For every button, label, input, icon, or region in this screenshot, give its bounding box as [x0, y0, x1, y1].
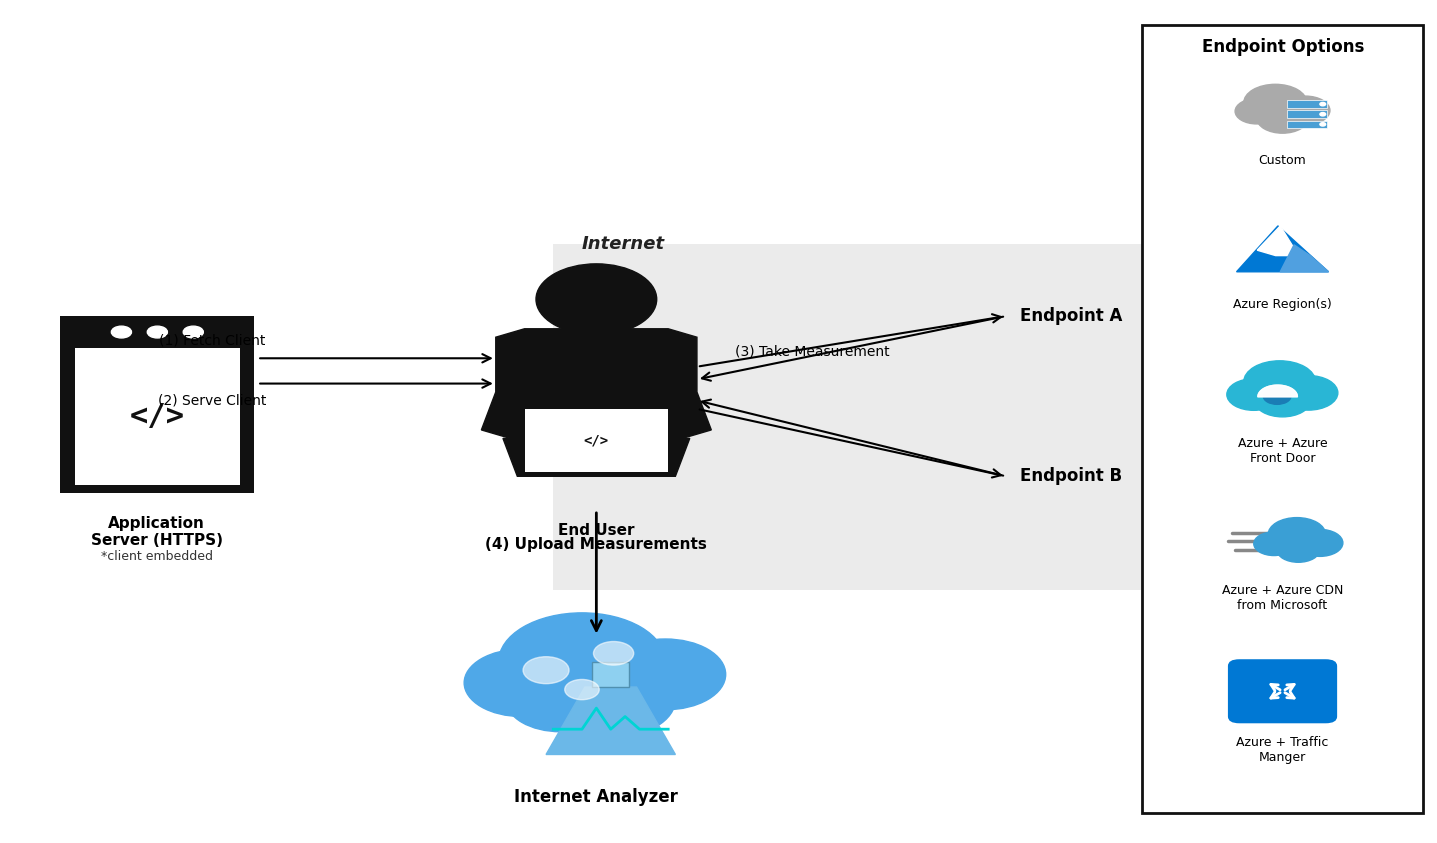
Circle shape: [148, 326, 168, 338]
Circle shape: [1255, 384, 1311, 416]
Text: (1) Fetch Client: (1) Fetch Client: [160, 333, 266, 347]
Circle shape: [1321, 122, 1326, 126]
Circle shape: [184, 326, 204, 338]
Circle shape: [1256, 103, 1309, 133]
Circle shape: [1269, 518, 1326, 551]
Polygon shape: [546, 687, 675, 754]
Circle shape: [1279, 375, 1338, 410]
Text: </>: </>: [129, 402, 185, 431]
Circle shape: [1244, 84, 1308, 121]
Text: Azure + Azure CDN
from Microsoft: Azure + Azure CDN from Microsoft: [1221, 584, 1344, 612]
Circle shape: [1282, 96, 1331, 125]
Circle shape: [506, 668, 615, 732]
Circle shape: [565, 679, 599, 700]
Polygon shape: [1257, 226, 1299, 255]
Polygon shape: [503, 438, 690, 476]
Circle shape: [1244, 361, 1316, 403]
Bar: [75, 348, 240, 485]
Bar: [553, 244, 1186, 590]
Circle shape: [1263, 388, 1290, 405]
FancyBboxPatch shape: [1227, 659, 1338, 723]
Circle shape: [1255, 532, 1295, 556]
Text: Endpoint B: Endpoint B: [1020, 467, 1122, 486]
Bar: [525, 409, 668, 472]
Text: Endpoint Options: Endpoint Options: [1203, 38, 1364, 56]
Circle shape: [1321, 102, 1326, 105]
Bar: [1288, 110, 1328, 118]
Text: Internet: Internet: [582, 235, 665, 253]
Circle shape: [1298, 529, 1344, 556]
Circle shape: [546, 662, 675, 738]
Text: Endpoint A: Endpoint A: [1020, 307, 1122, 325]
Text: (3) Take Measurement: (3) Take Measurement: [734, 344, 890, 358]
Text: Azure Region(s): Azure Region(s): [1233, 298, 1332, 310]
Text: Application
Server (HTTPS): Application Server (HTTPS): [91, 516, 223, 548]
Bar: [1288, 100, 1328, 108]
Text: Azure + Azure
Front Door: Azure + Azure Front Door: [1237, 437, 1328, 464]
Polygon shape: [481, 329, 711, 438]
Polygon shape: [1237, 226, 1329, 271]
Circle shape: [1277, 537, 1321, 562]
Circle shape: [536, 264, 657, 335]
Text: Internet Analyzer: Internet Analyzer: [514, 788, 678, 806]
Text: Azure + Traffic
Manger: Azure + Traffic Manger: [1236, 736, 1329, 764]
Text: </>: </>: [583, 434, 609, 448]
Text: (2) Serve Client: (2) Serve Client: [158, 394, 267, 408]
Circle shape: [499, 613, 665, 711]
Circle shape: [1236, 99, 1279, 124]
Bar: [592, 662, 629, 687]
Circle shape: [1321, 113, 1326, 116]
Circle shape: [464, 649, 579, 717]
Polygon shape: [1280, 244, 1329, 271]
Circle shape: [523, 657, 569, 684]
Circle shape: [1227, 379, 1280, 411]
Text: End User: End User: [558, 523, 635, 538]
Text: Custom: Custom: [1259, 154, 1306, 167]
Bar: [1142, 25, 1423, 813]
Circle shape: [593, 642, 634, 665]
Text: *client embedded: *client embedded: [101, 550, 213, 562]
Bar: [1288, 121, 1328, 128]
Circle shape: [112, 326, 132, 338]
Text: (4) Upload Measurements: (4) Upload Measurements: [486, 537, 707, 552]
Bar: [60, 316, 254, 493]
Circle shape: [605, 639, 726, 710]
